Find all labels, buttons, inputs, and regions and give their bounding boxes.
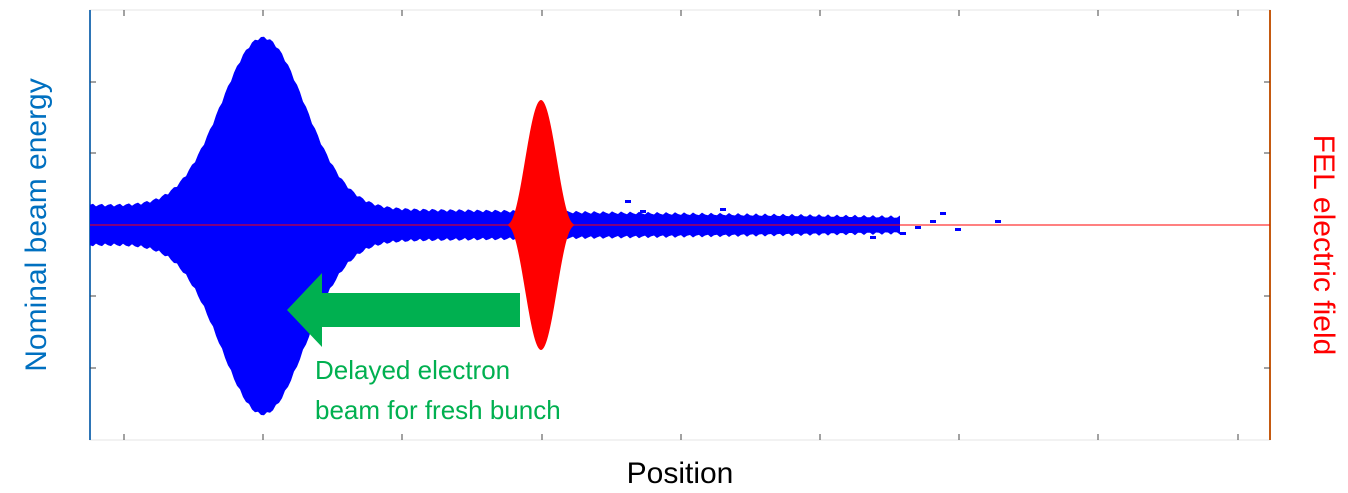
x-axis-label: Position bbox=[627, 457, 734, 490]
beam-particle bbox=[900, 232, 906, 235]
beam-particle bbox=[640, 210, 646, 213]
beam-particle bbox=[940, 212, 946, 215]
electron-beam bbox=[90, 36, 900, 416]
y2-axis-label: FEL electric field bbox=[1307, 135, 1340, 356]
beam-particle bbox=[625, 200, 631, 203]
beam-particle bbox=[915, 226, 921, 229]
beam-particle bbox=[720, 208, 726, 211]
beam-scatter bbox=[625, 200, 1001, 239]
beam-particle bbox=[930, 220, 936, 223]
fel-pulse bbox=[505, 100, 577, 350]
annotation-line: Delayed electron bbox=[315, 355, 510, 385]
delay-arrow bbox=[287, 273, 520, 347]
beam-particle bbox=[870, 236, 876, 239]
beam-particle bbox=[880, 218, 886, 221]
y-axis-label: Nominal beam energy bbox=[20, 78, 53, 371]
annotation-line: beam for fresh bunch bbox=[315, 395, 561, 425]
beam-particle bbox=[955, 228, 961, 231]
beam-particle bbox=[995, 220, 1001, 223]
